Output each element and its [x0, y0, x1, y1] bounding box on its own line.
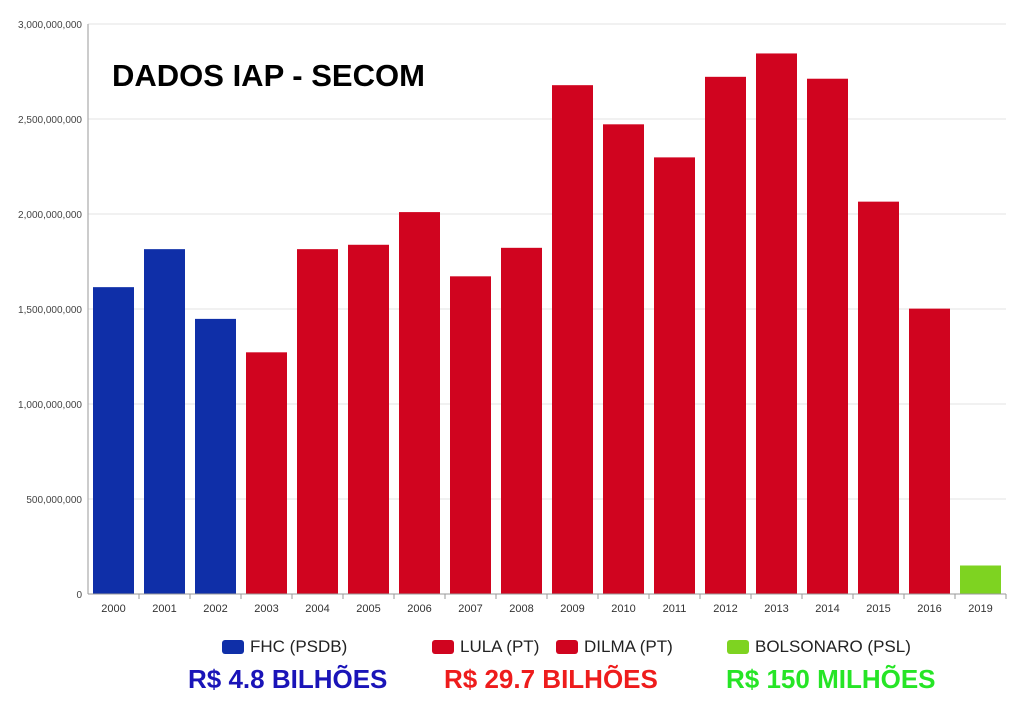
legend-swatch-lula — [432, 640, 454, 654]
x-tick-label-2007: 2007 — [458, 603, 482, 615]
bar-2005 — [348, 244, 389, 594]
x-tick-label-2003: 2003 — [254, 603, 278, 615]
legend-item-dilma: DILMA (PT) — [556, 637, 673, 657]
x-tick-label-2006: 2006 — [407, 603, 431, 615]
total-pt: R$ 29.7 BILHÕES — [444, 664, 658, 694]
x-tick-label-2009: 2009 — [560, 603, 584, 615]
bar-2010 — [603, 124, 644, 594]
bar-2014 — [807, 78, 848, 595]
bar-2012 — [705, 76, 746, 594]
x-tick-label-2013: 2013 — [764, 603, 788, 615]
y-tick-label: 0 — [76, 590, 82, 601]
x-tick-label-2008: 2008 — [509, 603, 533, 615]
x-tick-label-2016: 2016 — [917, 603, 941, 615]
bar-2015 — [858, 201, 899, 594]
total-fhc: R$ 4.8 BILHÕES — [188, 664, 388, 694]
bar-2013 — [756, 53, 797, 594]
legend-item-fhc: FHC (PSDB) — [222, 637, 347, 657]
x-tick-label-2005: 2005 — [356, 603, 380, 615]
legend-item-lula: LULA (PT) — [432, 637, 539, 657]
bar-2004 — [297, 249, 338, 594]
bars — [93, 53, 1001, 595]
bar-2007 — [450, 276, 491, 594]
total-bolsonaro: R$ 150 MILHÕES — [726, 664, 936, 694]
legend-label-dilma: DILMA (PT) — [584, 637, 673, 656]
y-tick-label: 1,000,000,000 — [18, 400, 82, 411]
legend-swatch-bolsonaro — [727, 640, 749, 654]
bar-2019 — [960, 565, 1001, 594]
chart-title: DADOS IAP - SECOM — [112, 58, 425, 93]
x-axis-ticks: 2000 2001 2002 2003 2004 2005 2006 2007 2008 2009… — [101, 594, 1007, 615]
y-tick-label: 500,000,000 — [26, 495, 82, 506]
x-tick-label-2010: 2010 — [611, 603, 635, 615]
y-axis-ticks: 0 500,000,000 1,000,000,000 1,500,000,000 2,… — [18, 20, 82, 601]
x-tick-label-2002: 2002 — [203, 603, 227, 615]
bar-2009 — [552, 85, 593, 595]
bar-2000 — [93, 287, 134, 594]
x-tick-label-2004: 2004 — [305, 603, 329, 615]
bar-2002 — [195, 318, 236, 594]
gridlines — [88, 23, 1006, 500]
x-tick-label-2011: 2011 — [663, 603, 687, 615]
x-tick-label-2019: 2019 — [968, 603, 992, 615]
y-tick-label: 2,000,000,000 — [18, 210, 82, 221]
y-tick-label: 1,500,000,000 — [18, 305, 82, 316]
y-tick-label: 3,000,000,000 — [18, 20, 82, 31]
x-tick-label-2000: 2000 — [101, 603, 125, 615]
legend-item-bolsonaro: BOLSONARO (PSL) — [727, 637, 911, 657]
x-tick-label-2001: 2001 — [152, 603, 176, 615]
x-tick-label-2015: 2015 — [866, 603, 890, 615]
bar-2016 — [909, 308, 950, 594]
y-tick-label: 2,500,000,000 — [18, 115, 82, 126]
legend-label-lula: LULA (PT) — [460, 637, 540, 656]
bar-2003 — [246, 352, 287, 594]
bar-2001 — [144, 249, 185, 594]
x-tick-label-2012: 2012 — [713, 603, 737, 615]
legend-swatch-fhc — [222, 640, 244, 654]
bar-2008 — [501, 247, 542, 594]
x-tick-label-2014: 2014 — [815, 603, 839, 615]
bar-chart: 0 500,000,000 1,000,000,000 1,500,000,000 2,… — [18, 20, 1007, 615]
bar-2011 — [654, 157, 695, 594]
legend-swatch-dilma — [556, 640, 578, 654]
legend-label-fhc: FHC (PSDB) — [250, 637, 348, 656]
bar-2006 — [399, 212, 440, 594]
legend-label-bolsonaro: BOLSONARO (PSL) — [755, 637, 911, 656]
